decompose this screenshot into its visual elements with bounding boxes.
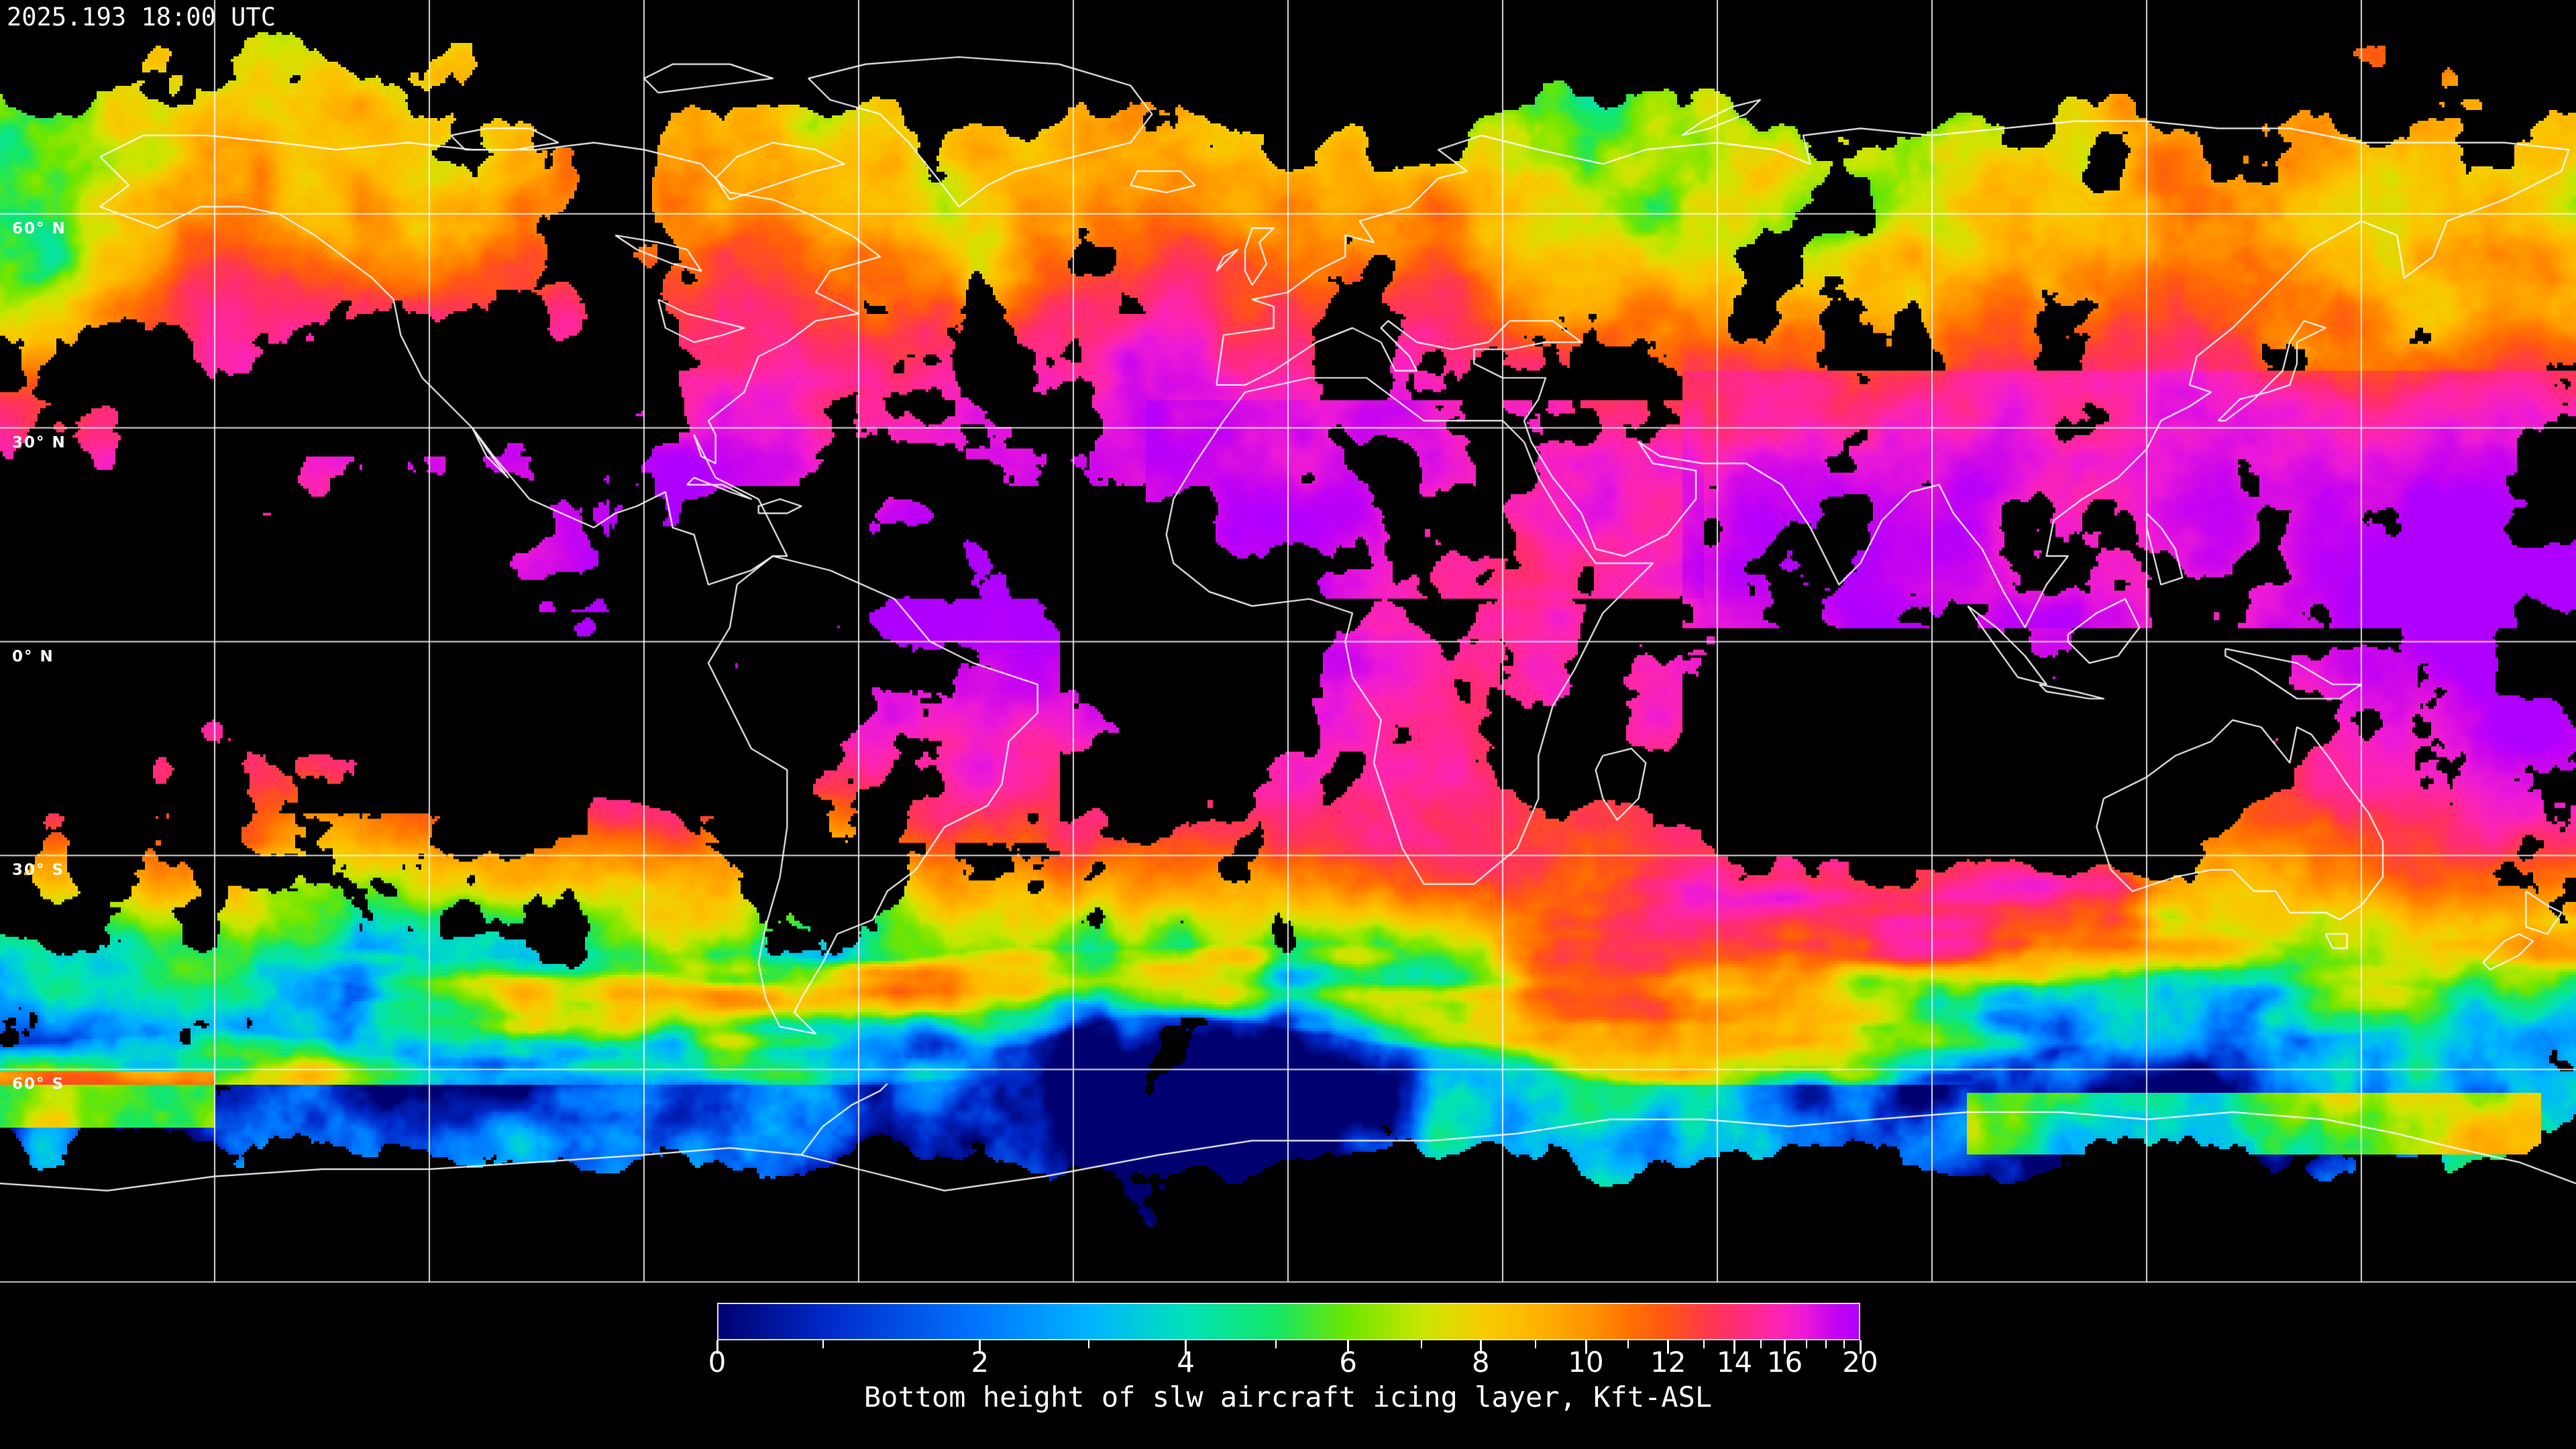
colorbar-tick-label: 4 xyxy=(1177,1346,1195,1379)
colorbar-minor-tick xyxy=(1420,1340,1422,1348)
latitude-label: 60° N xyxy=(12,219,66,237)
colorbar-minor-tick xyxy=(1760,1340,1762,1348)
colorbar-major-tick xyxy=(979,1340,981,1354)
coastline-gridline-layer xyxy=(0,0,2576,1283)
colorbar-major-tick xyxy=(1347,1340,1350,1354)
colorbar-tick-label: 8 xyxy=(1471,1346,1490,1379)
colorbar-major-tick xyxy=(1185,1340,1187,1354)
colorbar-minor-tick xyxy=(1627,1340,1629,1348)
colorbar-tick-label: 14 xyxy=(1716,1346,1753,1379)
colorbar-tick-label: 10 xyxy=(1568,1346,1604,1379)
latitude-label: 60° S xyxy=(12,1075,65,1093)
colorbar-tick-label: 20 xyxy=(1842,1346,1878,1379)
colorbar-minor-tick xyxy=(1825,1340,1827,1348)
latitude-label: 0° N xyxy=(12,647,54,665)
colorbar-minor-tick xyxy=(1805,1340,1807,1348)
colorbar-major-tick xyxy=(1479,1340,1482,1354)
latitude-label: 30° S xyxy=(12,861,65,879)
colorbar-minor-tick xyxy=(1535,1340,1537,1348)
colorbar-minor-tick xyxy=(822,1340,824,1348)
colorbar-major-tick xyxy=(716,1340,718,1354)
colorbar-minor-tick xyxy=(1275,1340,1277,1348)
latitude-label: 30° N xyxy=(12,433,66,451)
colorbar-tick-label: 0 xyxy=(708,1346,727,1379)
colorbar-minor-tick xyxy=(1703,1340,1705,1348)
colorbar-tick-label: 6 xyxy=(1339,1346,1357,1379)
colorbar-gradient xyxy=(717,1303,1860,1340)
colorbar-major-tick xyxy=(1784,1340,1786,1354)
colorbar-tick-label: 2 xyxy=(971,1346,989,1379)
colorbar-major-tick xyxy=(1733,1340,1736,1354)
colorbar-major-tick xyxy=(1667,1340,1670,1354)
colorbar-minor-tick xyxy=(1087,1340,1089,1348)
timestamp-label: 2025.193 18:00 UTC xyxy=(7,3,276,32)
colorbar-major-tick xyxy=(1859,1340,1862,1354)
colorbar-caption: Bottom height of slw aircraft icing laye… xyxy=(863,1381,1713,1413)
colorbar-minor-tick xyxy=(1843,1340,1845,1348)
colorbar-major-tick xyxy=(1585,1340,1587,1354)
colorbar-tick-label: 12 xyxy=(1650,1346,1686,1379)
colorbar-tick-label: 16 xyxy=(1766,1346,1803,1379)
